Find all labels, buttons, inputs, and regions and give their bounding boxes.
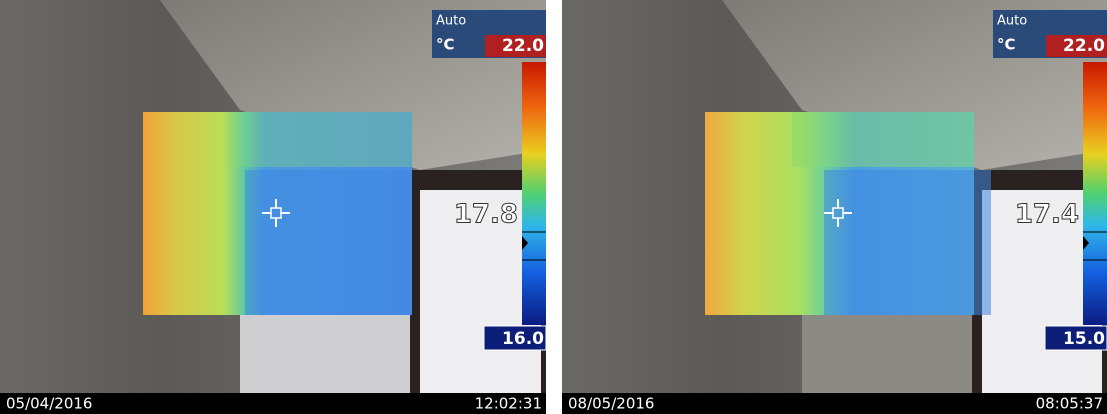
color-bar xyxy=(1083,62,1107,325)
thermal-panel: Auto °C 22.0 16.0 17.8 05/04/2016 12:02:31 xyxy=(0,0,546,414)
time: 12:02:31 xyxy=(475,395,542,413)
spot-temp: 17.4 xyxy=(1015,200,1079,230)
thermal-warm-top xyxy=(230,112,412,167)
min-temp: 16.0 xyxy=(502,329,544,349)
thermal-cold-region xyxy=(245,170,412,315)
max-temp: 22.0 xyxy=(502,36,544,56)
time: 08:05:37 xyxy=(1036,395,1103,413)
mode-label: Auto xyxy=(997,14,1027,29)
date: 05/04/2016 xyxy=(6,395,92,413)
thermal-panel: Auto °C 22.0 15.0 17.4 08/05/2016 08:05:37 xyxy=(562,0,1107,414)
window-sill xyxy=(802,315,972,395)
thermal-warm-top xyxy=(792,112,974,167)
spot-temp: 17.8 xyxy=(454,200,518,230)
date: 08/05/2016 xyxy=(568,395,654,413)
min-temp: 15.0 xyxy=(1063,329,1105,349)
color-bar xyxy=(522,62,546,325)
unit-label: °C xyxy=(436,36,455,54)
max-temp: 22.0 xyxy=(1063,36,1105,56)
thermal-cold-region xyxy=(824,170,991,315)
mode-label: Auto xyxy=(436,14,466,29)
window-sill xyxy=(240,315,410,395)
screenshot: Auto °C 22.0 16.0 17.8 05/04/2016 12:02:31 Aut… xyxy=(0,0,1107,414)
unit-label: °C xyxy=(997,36,1016,54)
